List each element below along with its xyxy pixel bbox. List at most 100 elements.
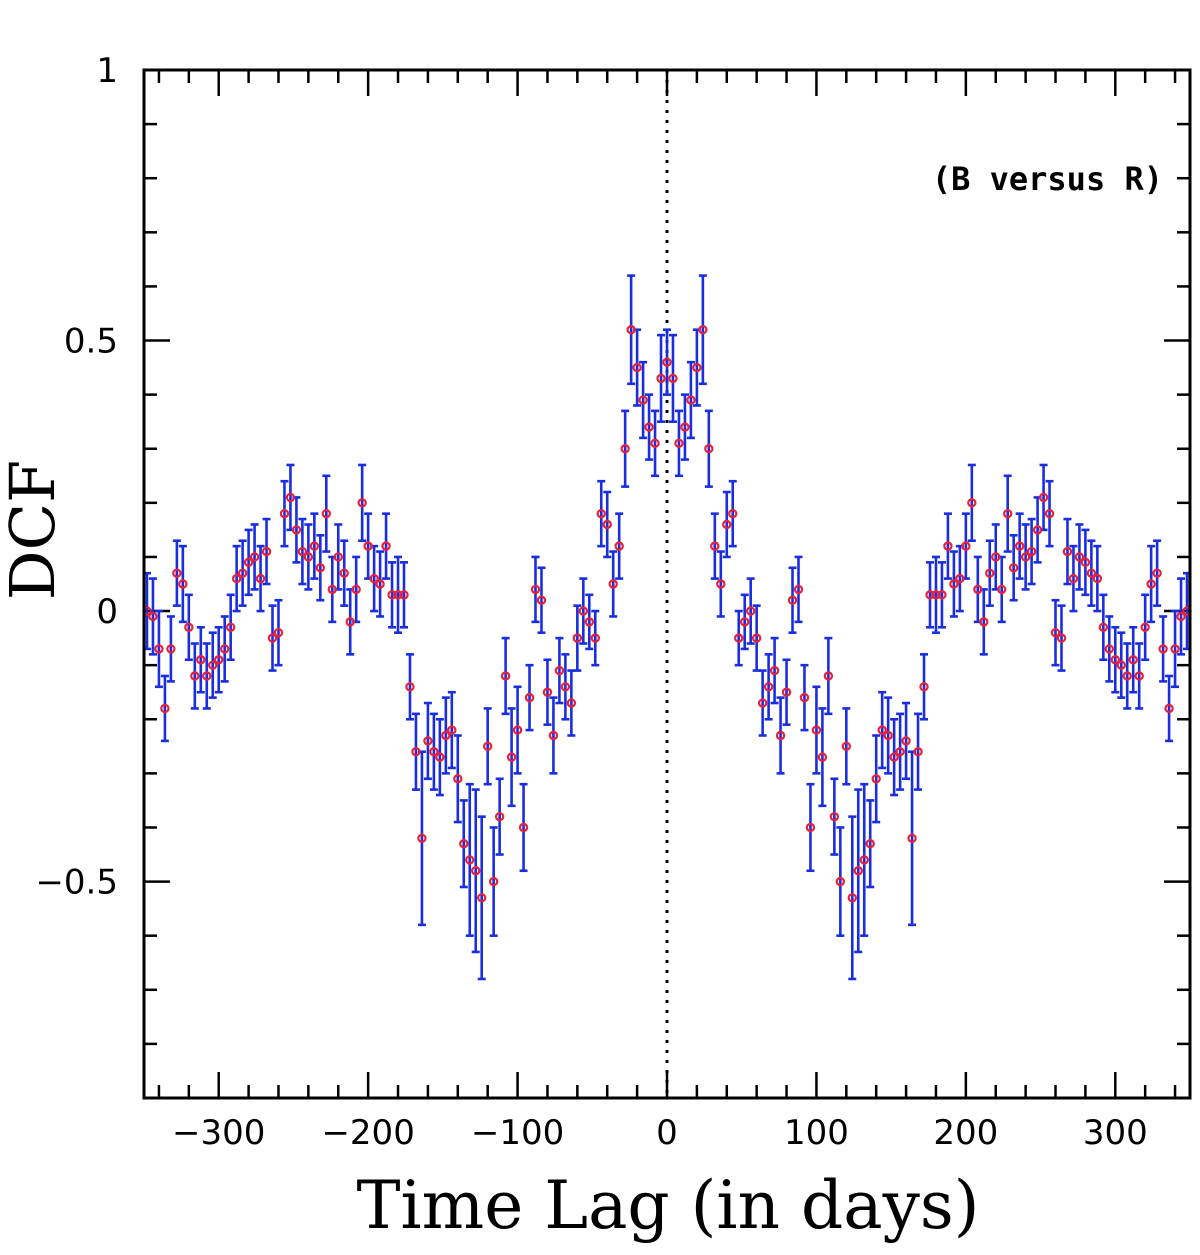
data-point <box>578 606 589 616</box>
data-point <box>154 644 164 654</box>
data-point <box>273 627 284 638</box>
data-point <box>1050 627 1061 638</box>
data-point <box>512 725 523 735</box>
data-point <box>214 655 224 665</box>
data-point <box>178 579 188 589</box>
data-point <box>465 855 475 865</box>
data-point <box>477 893 487 903</box>
data-point <box>297 546 308 557</box>
data-point <box>447 725 457 735</box>
data-point <box>1140 622 1150 632</box>
data-point <box>686 395 696 405</box>
data-point <box>931 590 941 600</box>
data-point <box>482 741 493 752</box>
data-point <box>237 568 248 578</box>
data-point <box>231 573 242 584</box>
data-point <box>506 752 517 762</box>
data-point <box>925 590 935 600</box>
data-point <box>530 584 541 595</box>
data-point <box>638 395 648 405</box>
data-point <box>763 682 774 692</box>
data-point <box>357 498 367 508</box>
data-point <box>1176 611 1186 622</box>
data-point <box>656 373 666 384</box>
data-point <box>219 644 230 654</box>
data-point <box>722 519 732 530</box>
data-point <box>1014 541 1025 551</box>
x-tick-label: 0 <box>656 1113 678 1153</box>
data-point <box>602 519 612 530</box>
data-point <box>985 568 995 578</box>
y-tick-labels: −0.5 0 0.5 1 <box>35 51 118 903</box>
data-point <box>435 752 445 762</box>
data-point <box>650 438 660 449</box>
tick-marks <box>144 68 1190 1098</box>
data-point <box>871 774 881 784</box>
data-point <box>632 362 642 373</box>
data-point <box>853 866 863 876</box>
data-point <box>381 541 391 551</box>
data-point <box>190 671 200 681</box>
data-point <box>1104 644 1115 654</box>
data-point <box>799 692 810 703</box>
data-point <box>692 362 702 373</box>
data-point <box>1086 568 1097 578</box>
data-point <box>560 682 571 692</box>
data-point <box>1092 573 1103 584</box>
data-point <box>566 698 577 708</box>
data-point <box>614 541 624 551</box>
data-point <box>572 633 583 643</box>
data-point <box>1038 492 1049 503</box>
data-point <box>148 611 158 622</box>
x-tick-label: 300 <box>1083 1113 1148 1153</box>
data-point <box>303 552 314 562</box>
data-point <box>823 671 834 681</box>
data-point <box>961 541 971 551</box>
data-point <box>710 541 720 551</box>
data-point <box>279 508 290 519</box>
data-point <box>453 774 463 784</box>
data-point <box>805 822 816 833</box>
data-point <box>1122 671 1132 681</box>
data-point <box>225 622 236 632</box>
data-point <box>1002 508 1013 519</box>
data-point <box>471 866 481 876</box>
series-annotation: (B versus R) <box>932 160 1163 198</box>
data-point <box>554 665 565 676</box>
data-point <box>1056 633 1067 643</box>
x-tick-label: −300 <box>172 1113 265 1153</box>
data-point <box>775 730 786 741</box>
data-point <box>740 617 750 627</box>
data-point <box>913 747 923 757</box>
data-point <box>166 644 176 654</box>
data-point <box>979 617 989 627</box>
data-point <box>991 552 1001 562</box>
data-point <box>1116 660 1126 670</box>
data-point <box>895 747 905 757</box>
data-point <box>1098 622 1109 632</box>
error-bars <box>142 274 1192 981</box>
data-point <box>793 584 804 595</box>
data-point <box>291 525 302 535</box>
data-point <box>883 730 893 741</box>
data-point <box>1152 568 1162 578</box>
data-point <box>728 508 738 519</box>
data-points <box>142 325 1192 903</box>
data-point <box>494 811 505 822</box>
data-point <box>393 590 403 600</box>
data-point <box>973 584 983 595</box>
data-point <box>184 622 194 632</box>
data-point <box>1074 552 1085 562</box>
data-point <box>674 438 684 449</box>
data-point <box>261 546 272 557</box>
data-point <box>399 590 409 600</box>
data-point <box>1068 573 1079 584</box>
x-tick-label: −100 <box>471 1113 564 1153</box>
data-point <box>1032 525 1043 535</box>
data-point <box>500 671 511 681</box>
data-point <box>1008 563 1019 573</box>
data-point <box>608 579 618 589</box>
data-point <box>967 498 977 508</box>
data-point <box>369 573 379 584</box>
x-tick-label: −200 <box>321 1113 414 1153</box>
